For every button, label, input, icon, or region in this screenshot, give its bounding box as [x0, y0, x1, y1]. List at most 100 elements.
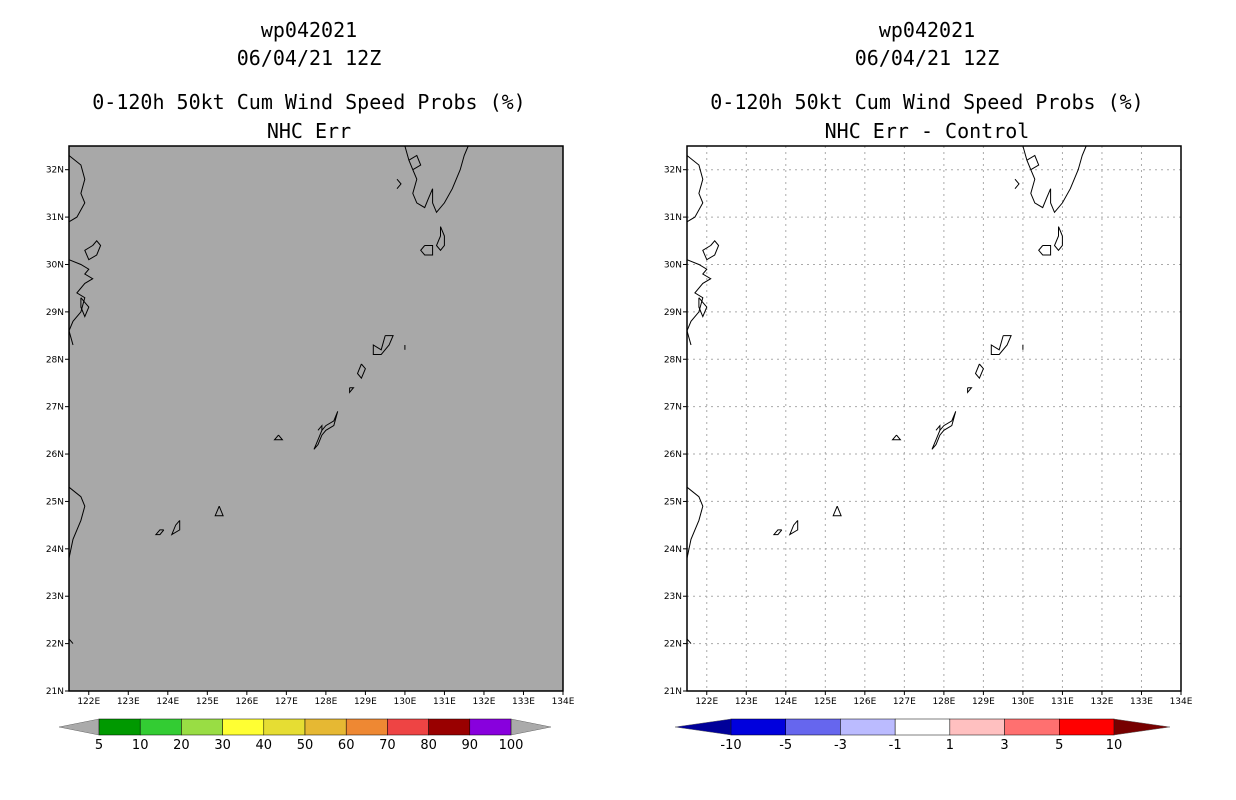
- lon-label: 130E: [1011, 697, 1034, 707]
- colorbar-swatch: [304, 718, 347, 736]
- lon-label: 134E: [1170, 697, 1193, 707]
- lon-label: 129E: [354, 697, 377, 707]
- coastline: [396, 178, 402, 190]
- colorbar-swatch: [730, 718, 786, 736]
- colorbar-right-arrow: [510, 718, 552, 736]
- panel-subtitle: NHC Err - Control: [824, 119, 1030, 143]
- lat-label: 22N: [46, 640, 64, 650]
- lat-label: 32N: [664, 166, 682, 176]
- plot-frame: [686, 145, 1182, 692]
- coastline: [68, 259, 94, 346]
- coastline: [372, 335, 394, 355]
- lat-label: 24N: [46, 545, 64, 555]
- coastline: [313, 411, 339, 450]
- coastline: [349, 387, 355, 394]
- coastline: [435, 226, 445, 252]
- coastline: [1014, 178, 1020, 190]
- lon-label: 131E: [433, 697, 456, 707]
- coastline: [408, 154, 422, 171]
- colorbar-label: 10: [132, 738, 149, 753]
- coastline: [686, 155, 704, 223]
- lat-label: 21N: [664, 687, 682, 697]
- colorbar-swatch: [428, 718, 471, 736]
- colorbar-swatch: [1059, 718, 1115, 736]
- lat-label: 21N: [46, 687, 64, 697]
- lon-label: 126E: [235, 697, 258, 707]
- coastline: [967, 387, 973, 394]
- lon-label: 127E: [893, 697, 916, 707]
- lon-label: 129E: [972, 697, 995, 707]
- lon-label: 123E: [117, 697, 140, 707]
- colorbar-right-arrow: [1113, 718, 1171, 736]
- colorbar-label: -1: [889, 738, 902, 753]
- lat-label: 27N: [664, 403, 682, 413]
- colorbar-swatch: [263, 718, 306, 736]
- storm-id: wp042021: [260, 18, 358, 42]
- panel-nhc-err: wp042021 06/04/21 12Z 0-120h 50kt Cum Wi…: [46, 18, 575, 753]
- colorbar-swatch: [98, 718, 141, 736]
- coastline: [84, 240, 102, 261]
- coastline: [1022, 145, 1087, 214]
- lat-label: 24N: [664, 545, 682, 555]
- plot-frame: [68, 145, 564, 692]
- probability-map: 32N 31N 30N 29N 28N 27N 26N 25N 24N 23N 22N 21N 122E…: [46, 145, 575, 753]
- colorbar-label: 20: [173, 738, 190, 753]
- coastline: [214, 506, 224, 517]
- lon-label: 133E: [1130, 697, 1153, 707]
- lat-label: 30N: [664, 260, 682, 270]
- lat-label: 26N: [46, 450, 64, 460]
- lat-label: 30N: [46, 260, 64, 270]
- lat-label: 25N: [664, 497, 682, 507]
- coastline: [1026, 154, 1040, 171]
- lat-label: 25N: [46, 497, 64, 507]
- coastline: [273, 434, 284, 441]
- plot-background: [69, 146, 563, 691]
- lat-label: 27N: [46, 403, 64, 413]
- lat-label: 29N: [664, 308, 682, 318]
- lat-label: 26N: [664, 450, 682, 460]
- colorbar-label: 90: [462, 738, 479, 753]
- datetime: 06/04/21 12Z: [854, 46, 1000, 70]
- lon-label: 122E: [77, 697, 100, 707]
- colorbar-label: 70: [379, 738, 396, 753]
- colorbar-label: -10: [720, 738, 741, 753]
- colorbar-swatch: [139, 718, 182, 736]
- coastline: [170, 520, 181, 536]
- colorbar-swatch: [894, 718, 951, 736]
- coastline: [935, 424, 941, 431]
- coastline: [891, 434, 902, 441]
- coastline: [420, 245, 434, 256]
- lon-label: 125E: [196, 697, 219, 707]
- lon-label: 125E: [814, 697, 837, 707]
- coastline: [154, 529, 165, 536]
- colorbar-swatch: [387, 718, 429, 736]
- lat-label: 23N: [46, 592, 64, 602]
- lat-label: 31N: [46, 213, 64, 223]
- colorbar-label: 1: [946, 738, 954, 753]
- panel-nhc-err-control: wp042021 06/04/21 12Z 0-120h 50kt Cum Wi…: [618, 0, 1236, 800]
- coastline: [772, 529, 783, 536]
- coastline: [990, 335, 1012, 355]
- lat-label: 28N: [664, 355, 682, 365]
- lon-label: 128E: [314, 697, 337, 707]
- plot-background: [687, 146, 1181, 691]
- coastline: [404, 145, 469, 214]
- coastline: [698, 297, 708, 318]
- lat-label: 29N: [46, 308, 64, 318]
- lon-label: 127E: [275, 697, 298, 707]
- lat-label: 32N: [46, 166, 64, 176]
- lon-label: 124E: [774, 697, 797, 707]
- coastline: [1038, 245, 1052, 256]
- difference-map: 32N 31N 30N 29N 28N 27N 26N 25N 24N 23N 22N 21N 122E…: [664, 145, 1193, 753]
- lon-label: 123E: [735, 697, 758, 707]
- lon-label: 128E: [932, 697, 955, 707]
- lon-label: 124E: [156, 697, 179, 707]
- colorbar-label: 30: [214, 738, 231, 753]
- lon-label: 132E: [1091, 697, 1114, 707]
- colorbar-label: 5: [95, 738, 103, 753]
- coastline: [974, 363, 984, 380]
- lon-label: 126E: [853, 697, 876, 707]
- lat-label: 28N: [46, 355, 64, 365]
- colorbar-label: 5: [1055, 738, 1063, 753]
- coastline: [702, 240, 720, 261]
